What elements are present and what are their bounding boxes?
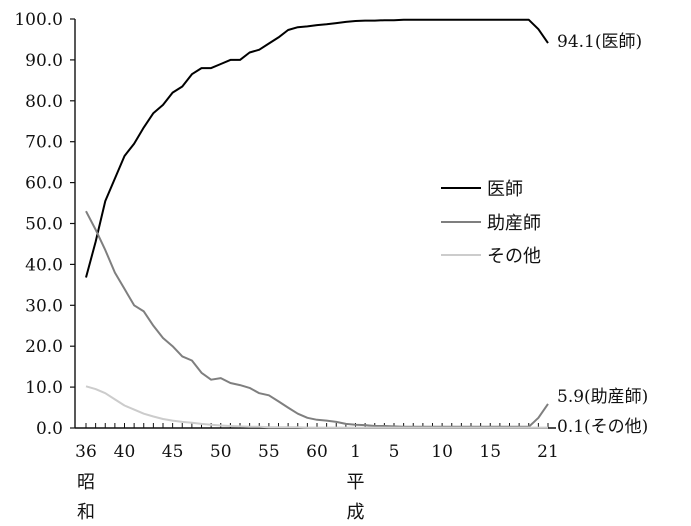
y-tick-label: 90.0 <box>25 51 63 71</box>
series-lines <box>85 18 549 429</box>
series-line-3 <box>85 385 548 429</box>
y-tick-label: 50.0 <box>25 215 63 235</box>
series-end-label: 0.1(その他) <box>557 417 648 437</box>
end-labels: 94.1(医師) 5.9(助産師) 0.1(その他) <box>557 32 648 437</box>
x-tick-label: 55 <box>258 442 280 462</box>
legend-label: 助産師 <box>487 213 541 234</box>
x-tick-label: 1 <box>350 442 361 462</box>
x-tick-label: 60 <box>306 442 328 462</box>
series-line-1 <box>85 18 549 278</box>
x-tick-label: 10 <box>431 442 453 462</box>
x-tick-label: 45 <box>162 442 184 462</box>
y-tick-label: 30.0 <box>25 296 63 316</box>
y-axis: 0.0 10.0 20.0 30.0 40.0 50.0 60.0 70.0 80.0 90.0 1… <box>14 10 76 439</box>
y-tick-label: 100.0 <box>14 10 63 30</box>
x-tick-label: 15 <box>479 442 501 462</box>
era-label-char: 和 <box>77 502 95 523</box>
x-tick-label: 21 <box>537 442 559 462</box>
y-tick-label: 20.0 <box>25 337 63 357</box>
series-end-label: 5.9(助産師) <box>557 387 648 407</box>
x-tick-label: 40 <box>114 442 136 462</box>
series-line-2 <box>85 210 549 428</box>
x-tick-label: 50 <box>210 442 232 462</box>
era-label-char: 昭 <box>77 472 95 493</box>
legend-label: 医師 <box>487 179 523 200</box>
y-tick-label: 70.0 <box>25 133 63 153</box>
era-label-char: 平 <box>347 472 365 493</box>
y-tick-label: 60.0 <box>25 174 63 194</box>
y-tick-label: 80.0 <box>25 92 63 112</box>
y-tick-label: 40.0 <box>25 255 63 275</box>
era-label-char: 成 <box>347 502 365 523</box>
y-tick-label: 0.0 <box>36 419 63 439</box>
legend-label: その他 <box>487 246 541 267</box>
x-tick-label: 5 <box>389 442 400 462</box>
x-tick-label: 36 <box>75 442 97 462</box>
series-end-label: 94.1(医師) <box>557 32 642 52</box>
y-tick-label: 10.0 <box>25 378 63 398</box>
